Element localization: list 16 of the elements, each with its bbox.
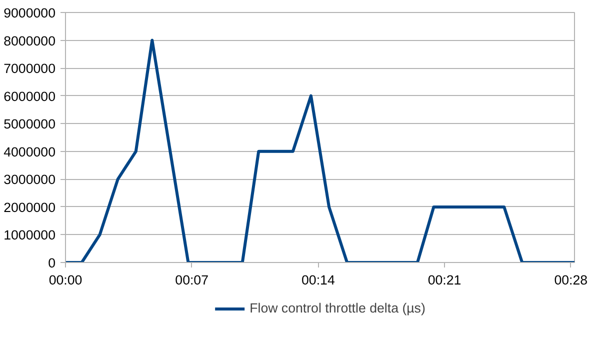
y-tick-label: 1000000 (4, 228, 56, 243)
x-tick-label: 00:14 (302, 272, 336, 288)
y-tick-label: 5000000 (4, 116, 56, 132)
y-tick-label: 0 (48, 256, 56, 270)
y-tick-label: 7000000 (4, 61, 56, 76)
y-tick-label: 8000000 (4, 33, 56, 48)
y-tick-label: 3000000 (4, 172, 56, 188)
x-tick-label: 00:07 (175, 272, 209, 288)
y-tick-label: 9000000 (4, 6, 56, 20)
x-tick-label: 00:28 (554, 272, 588, 288)
x-tick-label: 00:21 (428, 272, 462, 288)
y-tick-label: 4000000 (4, 144, 56, 160)
y-tick-label: 2000000 (4, 200, 56, 215)
y-tick-label: 6000000 (4, 88, 56, 104)
x-tick-label: 00:00 (48, 272, 82, 288)
legend-label: Flow control throttle delta (µs) (250, 300, 426, 316)
